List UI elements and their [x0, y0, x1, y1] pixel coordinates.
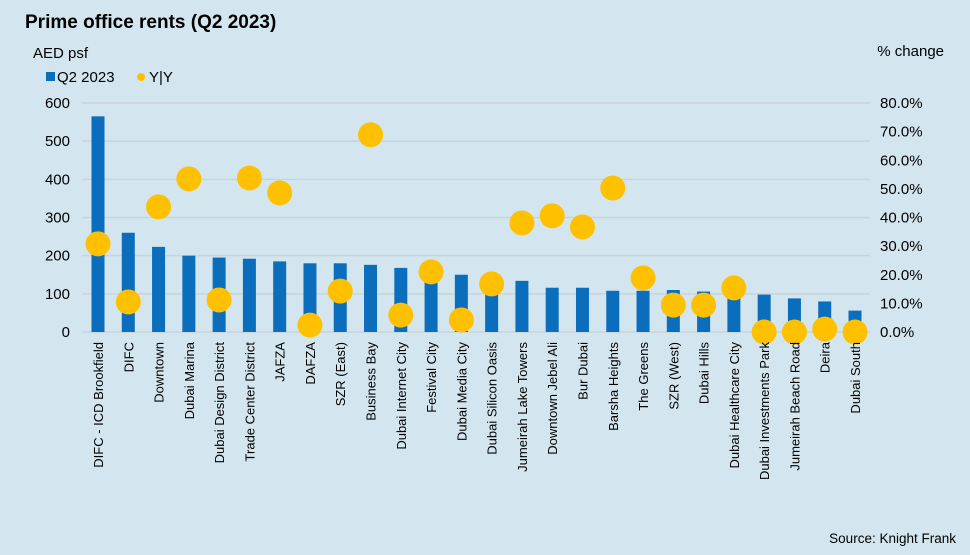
yoy-dot	[358, 122, 384, 148]
y2-tick-label: 80.0%	[880, 95, 923, 112]
y2-axis-label: % change	[877, 43, 944, 60]
yoy-dot	[842, 319, 868, 345]
category-label: Dubai Internet City	[394, 342, 409, 450]
y2-tick-label: 50.0%	[880, 181, 923, 198]
y-tick-label: 600	[45, 95, 70, 112]
category-label: Dubai Hills	[697, 342, 712, 405]
bar	[727, 293, 741, 332]
y2-tick-label: 0.0%	[880, 324, 914, 341]
yoy-dot	[236, 165, 262, 191]
yoy-dot	[691, 292, 717, 318]
yoy-dot	[539, 203, 565, 229]
bar	[575, 287, 589, 332]
bar	[545, 287, 559, 332]
bar	[121, 232, 135, 332]
yoy-dot	[600, 175, 626, 201]
bar	[182, 255, 196, 332]
yoy-dot	[721, 275, 747, 301]
category-label: Jumeirah Beach Road	[787, 342, 802, 471]
legend-label-bar: Q2 2023	[57, 69, 115, 86]
category-label: Festival City	[424, 342, 439, 413]
yoy-dot	[751, 319, 777, 345]
category-label: Dubai Marina	[182, 341, 197, 419]
yoy-dot	[660, 292, 686, 318]
yoy-dot	[388, 302, 414, 328]
yoy-dot	[297, 312, 323, 338]
yoy-dot	[176, 166, 202, 192]
category-label: Dubai Design District	[212, 342, 227, 464]
bar	[273, 261, 287, 332]
category-label: Dubai Healthcare City	[727, 342, 742, 469]
category-label: Dubai Investments Park	[757, 342, 772, 481]
category-label: SZR (East)	[333, 342, 348, 406]
category-label: Dubai Silicon Oasis	[485, 342, 500, 455]
y-axis-label: AED psf	[33, 45, 89, 62]
y-axis-ticks: 0 100 200 300 400 500 600	[45, 95, 70, 341]
bar	[152, 246, 166, 332]
yoy-dot	[115, 289, 141, 315]
y2-tick-label: 10.0%	[880, 295, 923, 312]
yoy-dot	[509, 210, 535, 236]
bar	[242, 258, 256, 332]
category-label: Downtown Jebel Ali	[545, 342, 560, 455]
gridlines	[82, 102, 870, 333]
y2-tick-label: 60.0%	[880, 152, 923, 169]
y-tick-label: 200	[45, 248, 70, 265]
category-label: DIFC	[121, 342, 136, 372]
dots	[85, 122, 868, 345]
source-note: Source: Knight Frank	[829, 531, 956, 546]
category-label: Jumeirah Lake Towers	[515, 342, 530, 472]
bar	[636, 290, 650, 332]
legend-swatch-bar	[46, 72, 55, 81]
category-label: The Greens	[636, 342, 651, 411]
category-label: JAFZA	[273, 342, 288, 382]
legend-swatch-dot	[137, 73, 145, 81]
yoy-dot	[206, 287, 232, 313]
y-tick-label: 0	[62, 324, 70, 341]
bar	[424, 276, 438, 332]
yoy-dot	[418, 259, 444, 285]
chart-title: Prime office rents (Q2 2023)	[25, 12, 276, 33]
yoy-dot	[630, 265, 656, 291]
legend: Q2 2023 Y|Y	[46, 69, 173, 86]
y-tick-label: 500	[45, 133, 70, 150]
y-tick-label: 400	[45, 171, 70, 188]
category-label: Barsha Heights	[606, 342, 621, 431]
legend-label-dot: Y|Y	[149, 69, 173, 86]
category-label: Business Bay	[364, 342, 379, 421]
category-labels: DIFC - ICD Brookfield DIFC Downtown Dubai M…	[91, 341, 863, 480]
y2-tick-label: 30.0%	[880, 238, 923, 255]
bar	[606, 290, 620, 332]
yoy-dot	[327, 278, 353, 304]
yoy-dot	[812, 316, 838, 342]
category-label: SZR (West)	[666, 342, 681, 410]
category-label: Dubai Media City	[454, 342, 469, 441]
y2-tick-label: 20.0%	[880, 267, 923, 284]
category-label: Bur Dubai	[575, 342, 590, 400]
bar	[515, 280, 529, 332]
yoy-dot	[448, 307, 474, 333]
bar	[91, 116, 105, 332]
y2-tick-label: 70.0%	[880, 124, 923, 141]
yoy-dot	[781, 319, 807, 345]
category-label: Deira	[818, 341, 833, 373]
category-label: Trade Center District	[242, 342, 257, 462]
bar	[364, 264, 378, 332]
y2-tick-label: 40.0%	[880, 210, 923, 227]
yoy-dot	[146, 194, 172, 220]
category-label: Downtown	[152, 342, 167, 403]
y2-axis-ticks: 0.0% 10.0% 20.0% 30.0% 40.0% 50.0% 60.0% 70.0% 8…	[880, 95, 923, 341]
category-label: DAFZA	[303, 342, 318, 385]
yoy-dot	[569, 214, 595, 240]
category-label: DIFC - ICD Brookfield	[91, 342, 106, 468]
yoy-dot	[85, 231, 111, 257]
yoy-dot	[479, 271, 505, 297]
y-tick-label: 300	[45, 210, 70, 227]
yoy-dot	[267, 180, 293, 206]
y-tick-label: 100	[45, 286, 70, 303]
category-label: Dubai South	[848, 342, 863, 414]
